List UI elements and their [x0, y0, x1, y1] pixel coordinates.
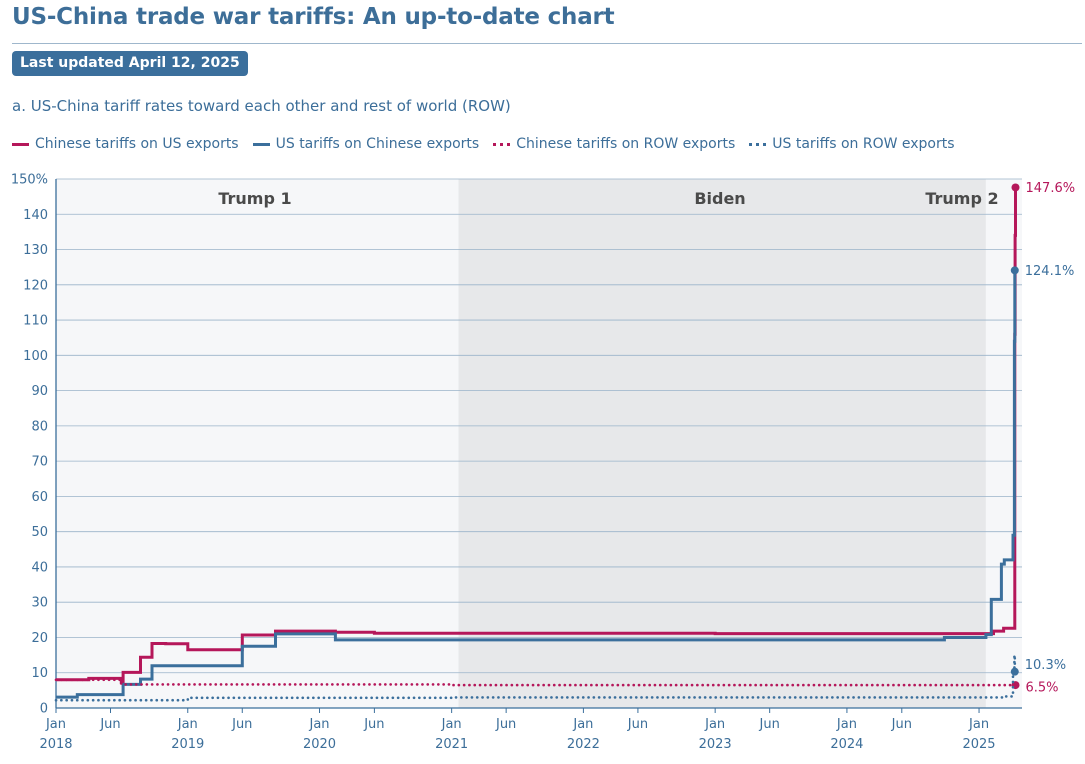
- x-tick-label: Jun: [759, 717, 780, 732]
- chart-subtitle: a. US-China tariff rates toward each oth…: [12, 97, 511, 115]
- y-tick-label: 110: [23, 314, 48, 329]
- x-tick-label: Jun: [495, 717, 516, 732]
- x-tick-label: Jan: [177, 717, 198, 732]
- legend-swatch-us-on-china: [252, 142, 270, 146]
- period-label-trump-1: Trump 1: [218, 189, 291, 208]
- legend-label-us-on-row: US tariffs on ROW exports: [772, 136, 955, 152]
- x-tick-label: Jan: [572, 717, 593, 732]
- x-tick-label: Jun: [99, 717, 120, 732]
- series-end-dot-us-tariffs-on-chinese-exports: [1010, 266, 1019, 275]
- legend-item-us-on-row: US tariffs on ROW exports: [749, 136, 955, 152]
- series-line-us-tariffs-on-chinese-exports: [56, 270, 1017, 699]
- legend-swatch-china-on-us: [12, 142, 29, 146]
- series-end-dot-chinese-tariffs-on-us-exports: [1011, 183, 1020, 192]
- y-tick-label: 150%: [11, 173, 48, 188]
- end-value-label-us-tariffs-on-row-exports: 10.3%: [1025, 658, 1066, 673]
- last-updated-badge: Last updated April 12, 2025: [12, 51, 248, 76]
- legend-item-china-on-us: Chinese tariffs on US exports: [12, 136, 239, 152]
- legend-swatch-us-on-row: [749, 142, 767, 146]
- y-tick-label: 50: [31, 525, 48, 540]
- x-tick-label: Jun: [363, 717, 384, 732]
- end-value-label-us-tariffs-on-chinese-exports: 124.1%: [1025, 264, 1075, 279]
- y-tick-label: 100: [23, 349, 48, 364]
- y-tick-label: 80: [31, 419, 48, 434]
- y-tick-label: 140: [23, 208, 48, 223]
- x-tick-year-label: 2022: [567, 737, 600, 752]
- legend-swatch-china-on-row: [493, 142, 511, 146]
- x-tick-year-label: 2024: [830, 737, 863, 752]
- series-end-dot-us-tariffs-on-row-exports: [1010, 667, 1019, 676]
- end-value-label-chinese-tariffs-on-row-exports: 6.5%: [1026, 681, 1059, 696]
- x-tick-year-label: 2023: [699, 737, 732, 752]
- x-tick-label: Jun: [627, 717, 648, 732]
- x-tick-label: Jan: [45, 717, 66, 732]
- axes: 0 10 20 30 40 50 60 70 80 90 100 110 120 130 140 150% Ja…: [11, 173, 1022, 752]
- y-tick-label: 60: [31, 490, 48, 505]
- period-bands: [56, 179, 1022, 708]
- chart-title: US-China trade war tariffs: An up-to-dat…: [12, 4, 615, 30]
- y-tick-label: 120: [23, 278, 48, 293]
- x-tick-label: Jan: [704, 717, 725, 732]
- chart-legend: Chinese tariffs on US exports US tariffs…: [12, 134, 955, 154]
- period-band-trump-1: [56, 179, 459, 708]
- x-tick-year-label: 2019: [171, 737, 204, 752]
- y-tick-label: 90: [31, 384, 48, 399]
- series-line-chinese-tariffs-on-us-exports: [56, 187, 1017, 685]
- legend-item-china-on-row: Chinese tariffs on ROW exports: [493, 136, 735, 152]
- x-tick-year-label: 2021: [435, 737, 468, 752]
- period-label-biden: Biden: [694, 189, 745, 208]
- x-tick-label: Jan: [968, 717, 989, 732]
- period-band-biden: [458, 179, 986, 708]
- legend-label-china-on-us: Chinese tariffs on US exports: [35, 136, 239, 152]
- period-label-trump-2: Trump 2: [925, 189, 998, 208]
- x-tick-year-label: 2025: [962, 737, 995, 752]
- series-line-us-tariffs-on-row-exports: [54, 653, 1017, 702]
- title-divider: [12, 43, 1082, 44]
- x-tick-label: Jun: [231, 717, 252, 732]
- legend-item-us-on-china: US tariffs on Chinese exports: [252, 136, 480, 152]
- x-tick-label: Jun: [891, 717, 912, 732]
- x-tick-label: Jan: [441, 717, 462, 732]
- gridlines: [56, 178, 1022, 674]
- x-tick-year-label: 2020: [303, 737, 336, 752]
- end-value-label-chinese-tariffs-on-us-exports: 147.6%: [1026, 181, 1076, 196]
- legend-label-us-on-china: US tariffs on Chinese exports: [275, 136, 480, 152]
- y-tick-label: 0: [40, 702, 48, 717]
- y-tick-label: 20: [31, 631, 48, 646]
- series-lines: [54, 183, 1020, 702]
- y-tick-label: 70: [31, 455, 48, 470]
- chart-labels: Trump 1 Biden Trump 2 147.6% 124.1% 6.5% 10.3%: [218, 181, 1075, 696]
- x-tick-year-label: 2018: [39, 737, 72, 752]
- legend-label-china-on-row: Chinese tariffs on ROW exports: [516, 136, 736, 152]
- x-tick-label: Jan: [836, 717, 857, 732]
- x-tick-label: Jan: [308, 717, 329, 732]
- y-tick-label: 30: [31, 596, 48, 611]
- y-tick-label: 10: [31, 666, 48, 681]
- y-tick-label: 40: [31, 560, 48, 575]
- y-tick-label: 130: [23, 243, 48, 258]
